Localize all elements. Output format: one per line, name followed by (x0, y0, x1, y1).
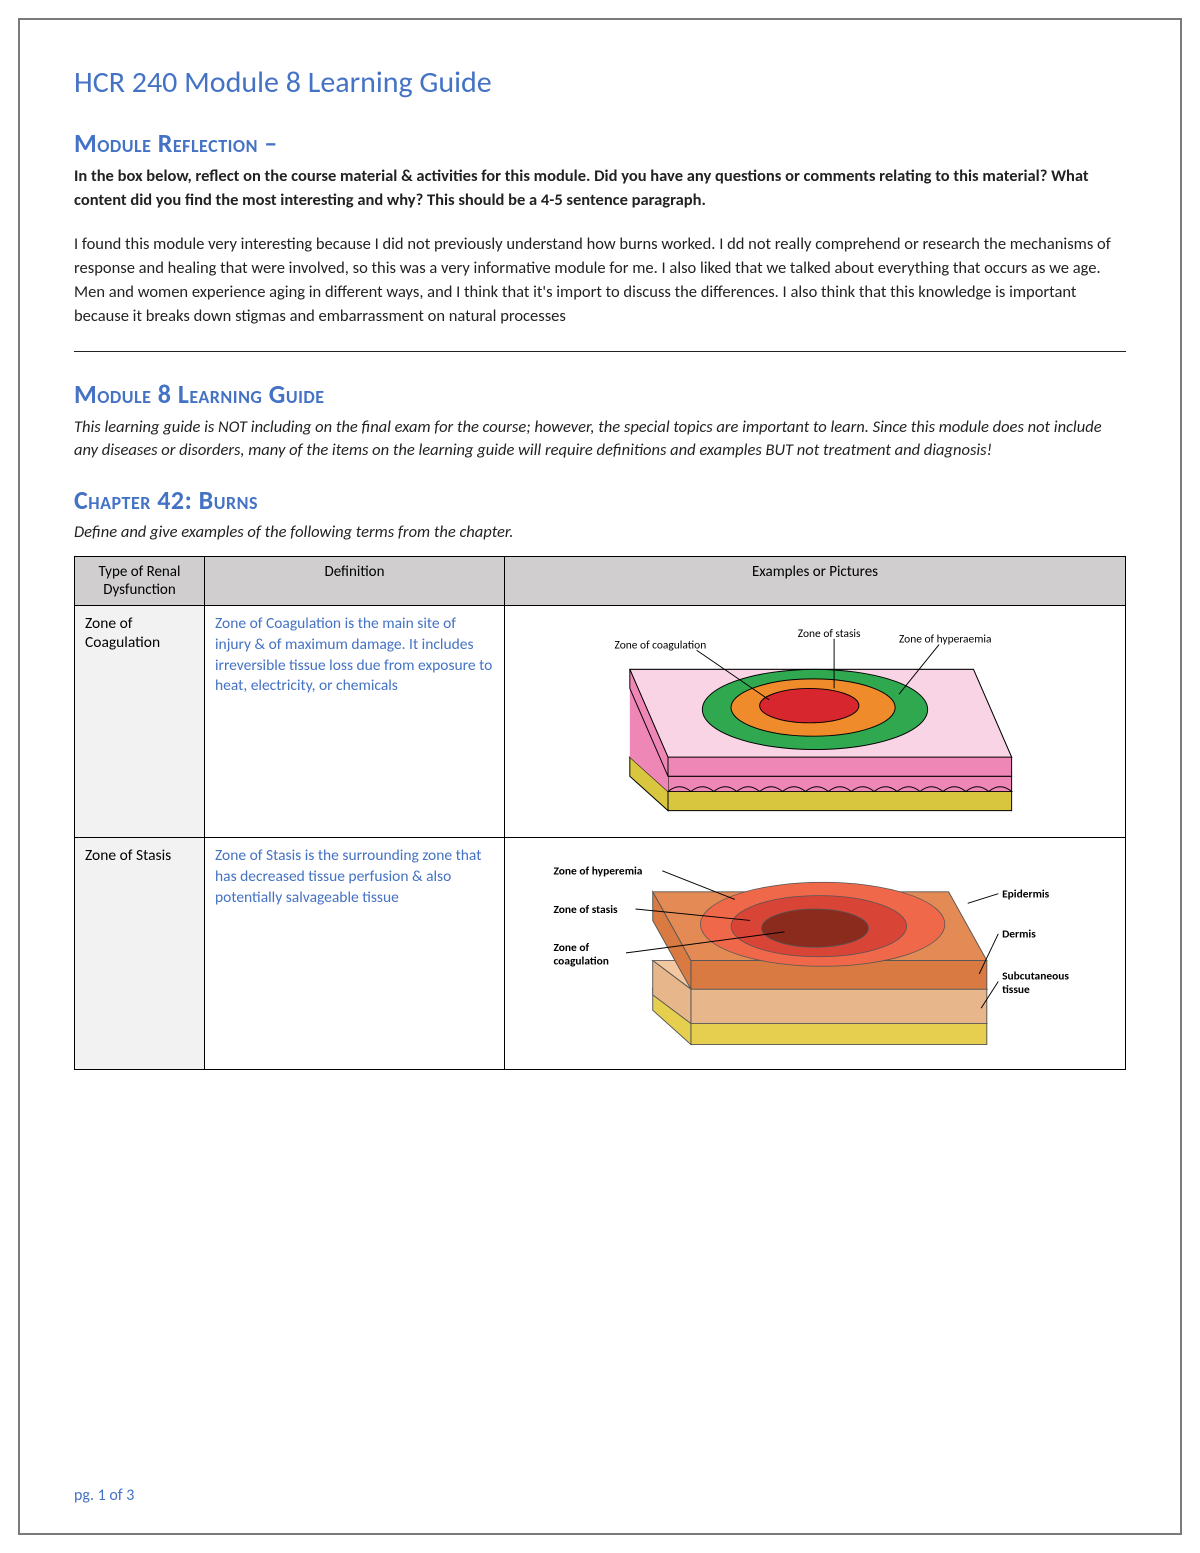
chapter-heading: Chapter 42: Burns (74, 484, 1126, 516)
definition-cell: Zone of Stasis is the surrounding zone t… (205, 837, 505, 1069)
example-cell: Zone of hyperemia Zone of stasis Zone of… (505, 837, 1126, 1069)
reflection-answer: I found this module very interesting bec… (74, 233, 1126, 329)
th-type: Type of Renal Dysfunction (75, 556, 205, 605)
definitions-table: Type of Renal Dysfunction Definition Exa… (74, 556, 1126, 1070)
term-cell: Zone of Stasis (75, 837, 205, 1069)
reflection-prompt: In the box below, reflect on the course … (74, 165, 1126, 213)
table-header-row: Type of Renal Dysfunction Definition Exa… (75, 556, 1126, 605)
burn-zones-diagram-1: Zone of coagulation Zone of stasis Zone … (515, 614, 1115, 824)
document-title: HCR 240 Module 8 Learning Guide (74, 64, 1126, 101)
d2-label-sub-l1: Subcutaneous (1002, 969, 1069, 983)
d1-label-coag: Zone of coagulation (615, 638, 707, 652)
d2-label-hyper: Zone of hyperemia (553, 864, 642, 878)
d1-label-stasis: Zone of stasis (798, 627, 861, 641)
reflection-heading: Module Reflection – (74, 127, 1126, 159)
guide-note: This learning guide is NOT including on … (74, 416, 1126, 462)
definition-cell: Zone of Coagulation is the main site of … (205, 605, 505, 837)
example-cell: Zone of coagulation Zone of stasis Zone … (505, 605, 1126, 837)
d2-label-dermis: Dermis (1002, 927, 1036, 941)
page-footer: pg. 1 of 3 (74, 1486, 134, 1505)
d2-label-sub-l2: tissue (1002, 983, 1030, 997)
d2-label-coag-l1: Zone of (553, 941, 589, 955)
d1-label-hyper: Zone of hyperaemia (899, 632, 991, 646)
chapter-instruction: Define and give examples of the followin… (74, 522, 1126, 542)
d2-label-stasis: Zone of stasis (553, 903, 618, 917)
d2-label-epidermis: Epidermis (1002, 887, 1050, 901)
term-cell: Zone of Coagulation (75, 605, 205, 837)
d2-label-coag-l2: coagulation (553, 954, 608, 968)
document-page: HCR 240 Module 8 Learning Guide Module R… (18, 18, 1182, 1535)
section-divider (74, 351, 1126, 352)
th-definition: Definition (205, 556, 505, 605)
table-row: Zone of Coagulation Zone of Coagulation … (75, 605, 1126, 837)
table-row: Zone of Stasis Zone of Stasis is the sur… (75, 837, 1126, 1069)
th-examples: Examples or Pictures (505, 556, 1126, 605)
burn-zones-diagram-2: Zone of hyperemia Zone of stasis Zone of… (515, 846, 1115, 1056)
guide-heading: Module 8 Learning Guide (74, 378, 1126, 410)
